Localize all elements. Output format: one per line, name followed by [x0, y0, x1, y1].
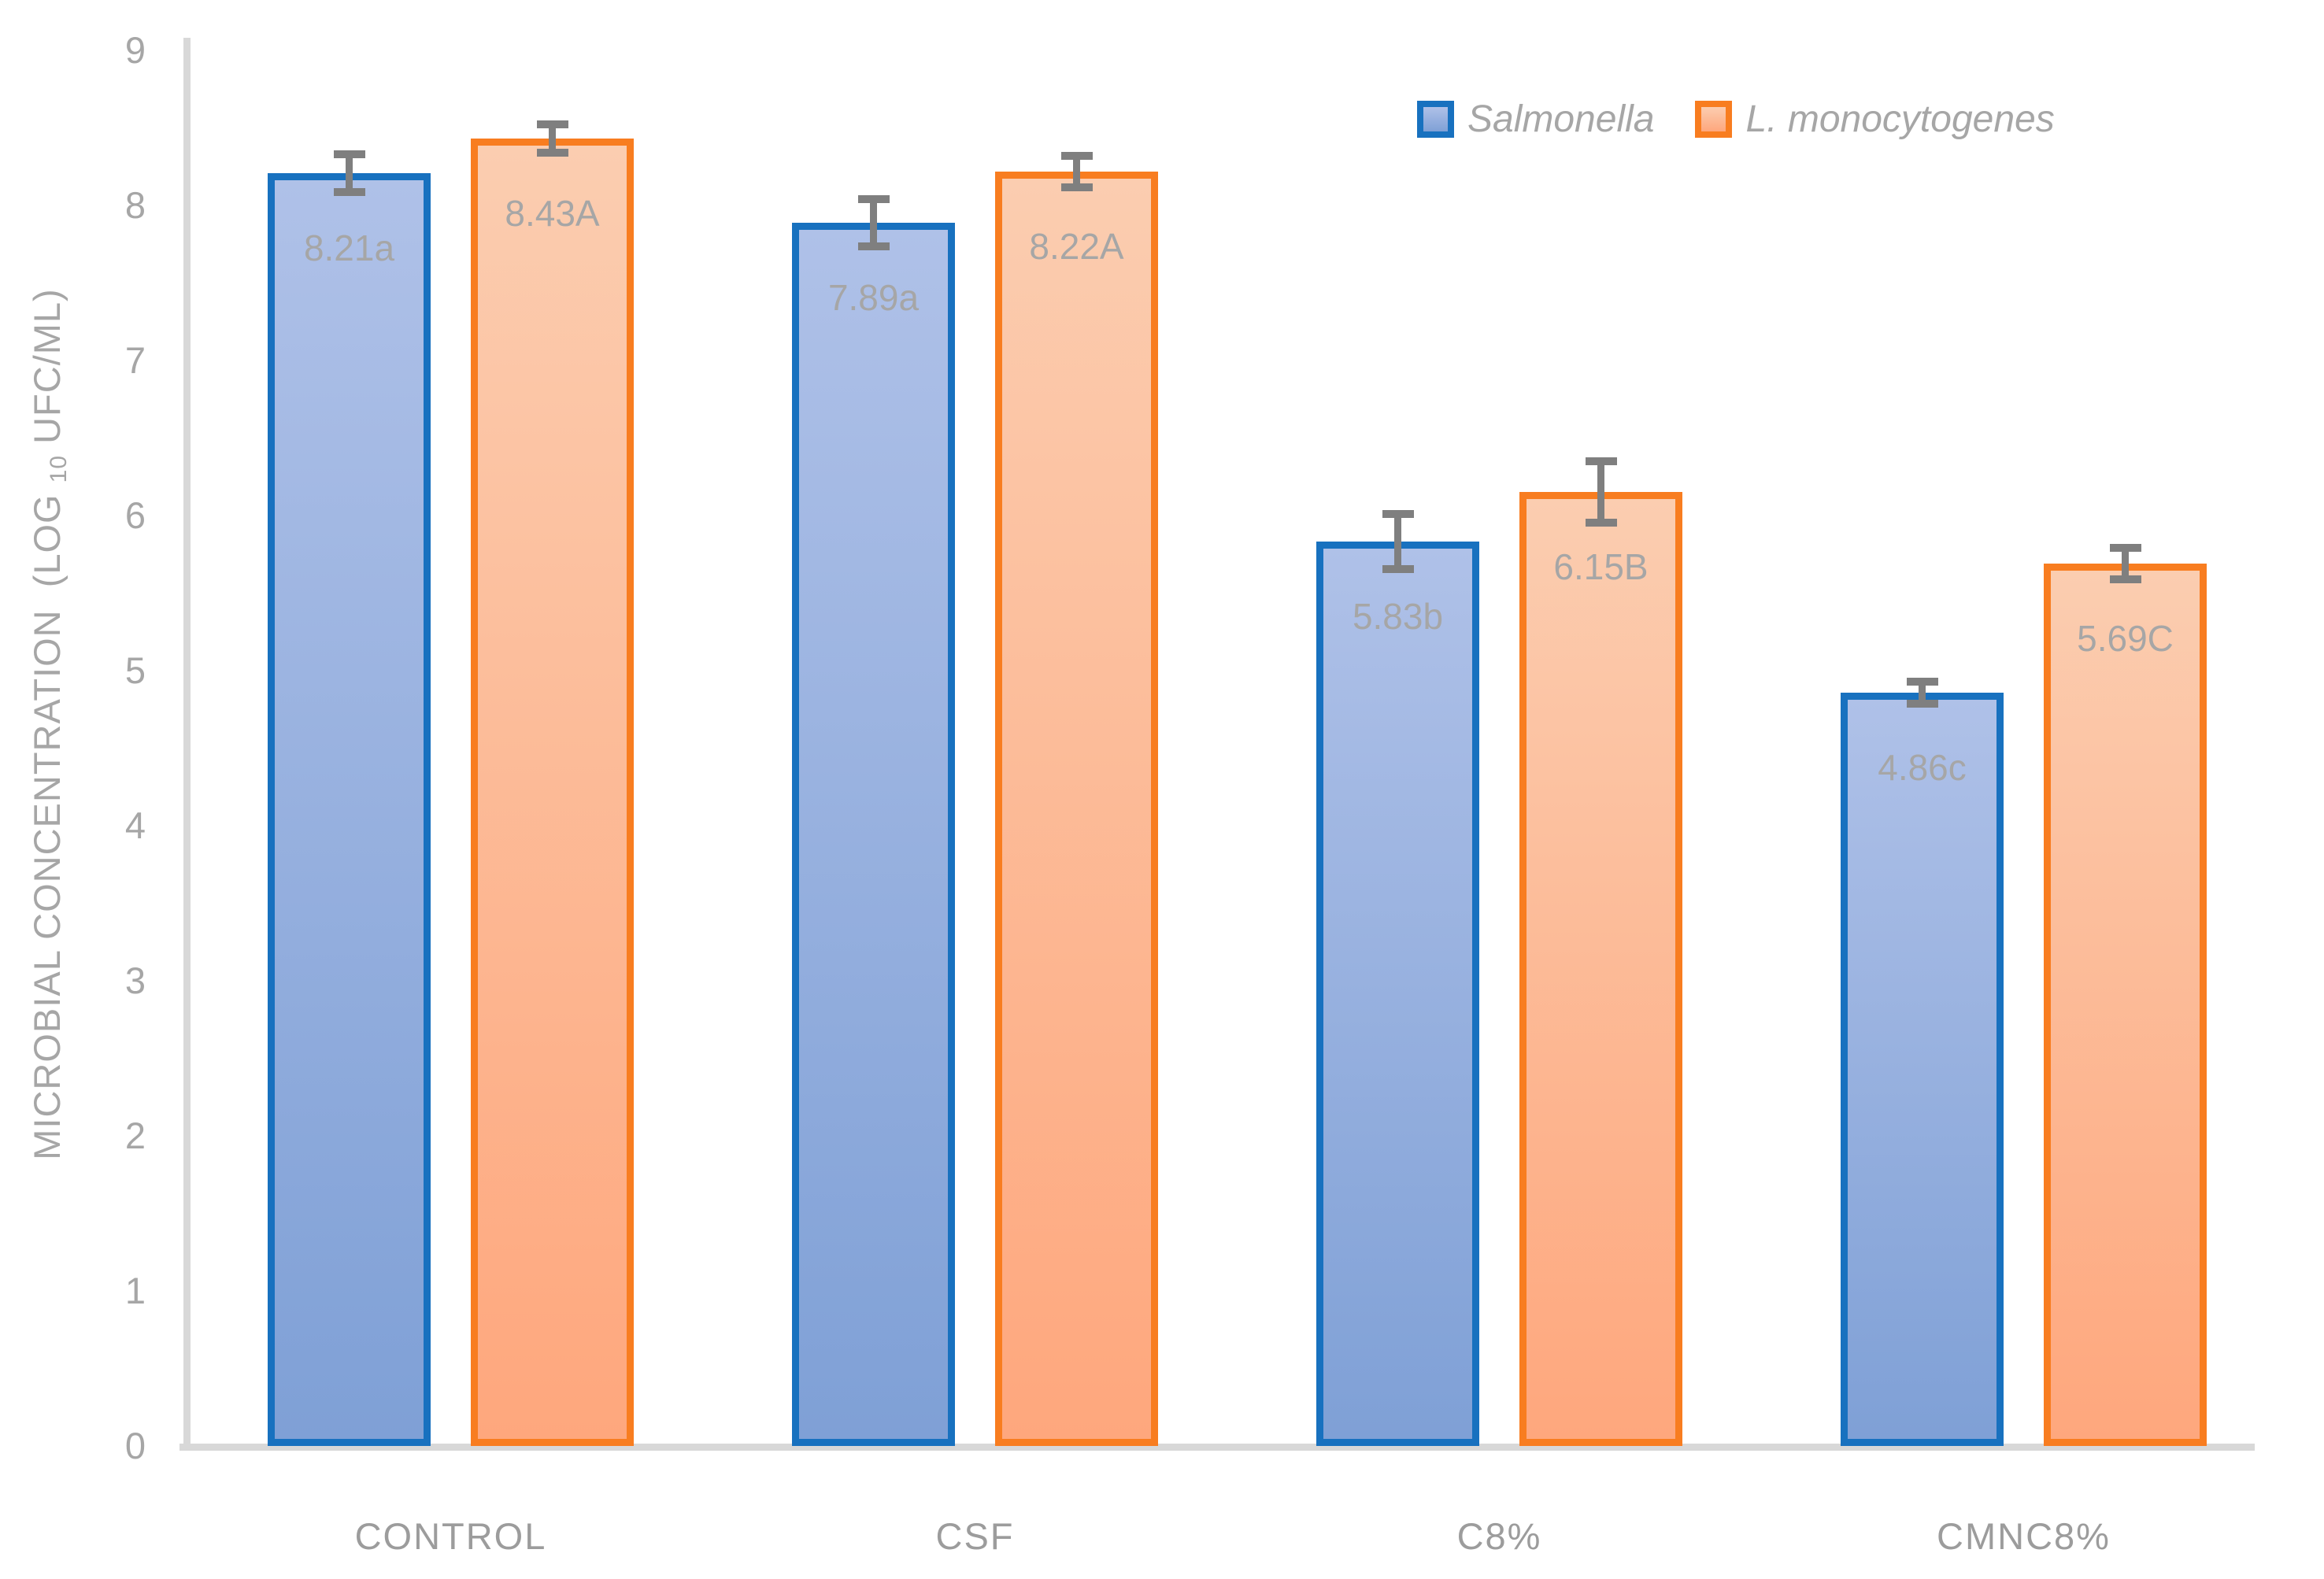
legend-swatch-icon [1417, 101, 1454, 138]
error-bar-top-cap [536, 120, 568, 128]
error-bar-bottom-cap [2109, 575, 2141, 583]
bar-data-label: 6.15B [1553, 546, 1649, 587]
error-bar-bottom-cap [1382, 565, 1414, 573]
y-axis-tick-label: 7 [124, 339, 146, 381]
bar-data-label: 8.43A [505, 193, 600, 234]
legend-item-salmonella: Salmonella [1417, 98, 1654, 141]
y-axis-line [183, 38, 191, 1447]
error-bar-top-cap [857, 195, 890, 203]
bar-salmonella-c8- [1316, 542, 1479, 1446]
error-bar-top-cap [1585, 457, 1617, 465]
y-axis-tick-label: 3 [124, 960, 146, 1001]
error-bar-line [1073, 156, 1080, 187]
legend: Salmonella L. monocytogenes [1417, 98, 2055, 141]
x-axis-category-label: CONTROL [354, 1515, 547, 1557]
bar-data-label: 8.22A [1029, 226, 1124, 267]
y-axis-tick-label: 1 [124, 1270, 146, 1311]
bar-salmonella-csf [792, 223, 955, 1446]
y-axis-tick-label: 0 [124, 1425, 146, 1466]
y-axis-tick-label: 2 [124, 1115, 146, 1156]
error-bar-line [1919, 682, 1926, 704]
legend-swatch-icon [1695, 101, 1733, 138]
error-bar-bottom-cap [333, 188, 365, 196]
error-bar-top-cap [1060, 152, 1093, 160]
error-bar-bottom-cap [1906, 700, 1938, 708]
legend-label: L. monocytogenes [1745, 98, 2055, 140]
x-axis-category-label: CMNC8% [1937, 1515, 2111, 1557]
bar-data-label: 4.86c [1878, 747, 1967, 788]
error-bar-line [1597, 461, 1604, 523]
y-axis-tick-label: 9 [124, 29, 146, 71]
x-axis-line [179, 1444, 2255, 1451]
error-bar-top-cap [1906, 678, 1938, 686]
error-bar-line [1394, 514, 1401, 569]
y-axis-tick-label: 8 [124, 184, 146, 226]
error-bar-bottom-cap [536, 149, 568, 157]
error-bar-bottom-cap [1060, 183, 1093, 191]
y-axis-tick-label: 5 [124, 649, 146, 691]
bar-data-label: 5.69C [2077, 618, 2174, 659]
bar-data-label: 7.89a [827, 277, 920, 318]
legend-item-l-monocytogenes: L. monocytogenes [1695, 98, 2055, 141]
bar-l-monocytogenes-cmnc8- [2044, 564, 2207, 1446]
bar-salmonella-control [268, 173, 431, 1446]
bar-l-monocytogenes-csf [995, 172, 1158, 1446]
bar-l-monocytogenes-control [471, 139, 634, 1446]
error-bar-top-cap [333, 150, 365, 158]
error-bar-bottom-cap [1585, 519, 1617, 527]
error-bar-line [346, 154, 353, 192]
error-bar-line [870, 199, 877, 246]
error-bar-top-cap [1382, 510, 1414, 518]
error-bar-line [549, 124, 556, 153]
error-bar-line [2122, 548, 2129, 579]
bar-data-label: 5.83b [1352, 596, 1444, 637]
legend-label: Salmonella [1467, 98, 1655, 140]
x-axis-category-label: C8% [1456, 1515, 1542, 1557]
bar-salmonella-cmnc8- [1841, 693, 2004, 1446]
bar-l-monocytogenes-c8- [1519, 492, 1682, 1446]
bar-data-label: 8.21a [303, 227, 395, 268]
error-bar-bottom-cap [857, 242, 890, 250]
x-axis-category-label: CSF [935, 1515, 1015, 1557]
error-bar-top-cap [2109, 544, 2141, 552]
y-axis-tick-label: 6 [124, 494, 146, 536]
y-axis-tick-label: 4 [124, 804, 146, 846]
